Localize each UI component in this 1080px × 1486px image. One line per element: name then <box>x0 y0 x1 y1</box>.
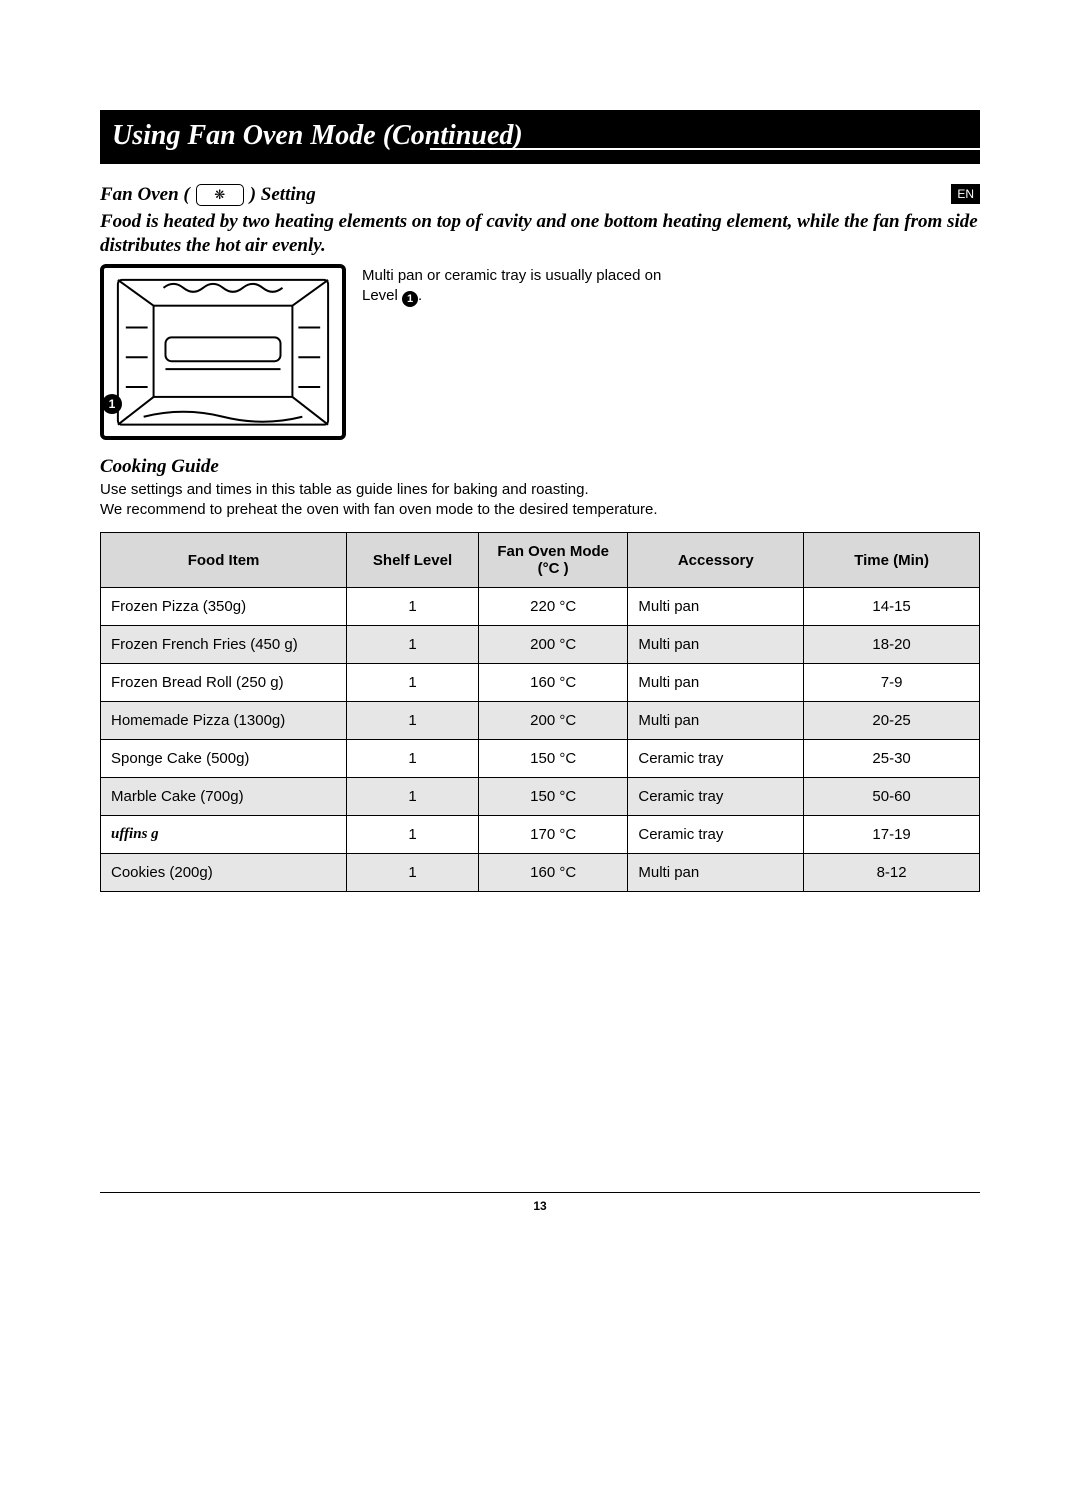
level-inline-icon: 1 <box>402 291 418 307</box>
cell-mode: 160 °C <box>478 854 627 892</box>
table-row: Cookies (200g)1160 °CMulti pan8-12 <box>101 854 980 892</box>
setting-description: Food is heated by two heating elements o… <box>100 210 980 258</box>
cell-time: 50-60 <box>804 778 980 816</box>
setting-title: Fan Oven ( ❋ ) Setting <box>100 184 316 206</box>
cell-food: Sponge Cake (500g) <box>101 740 347 778</box>
cell-food: Cookies (200g) <box>101 854 347 892</box>
cell-time: 8-12 <box>804 854 980 892</box>
table-row: uffins g1170 °CCeramic tray17-19 <box>101 816 980 854</box>
setting-row: Fan Oven ( ❋ ) Setting EN <box>100 184 980 206</box>
language-badge: EN <box>951 184 980 204</box>
setting-suffix: ) Setting <box>250 184 316 206</box>
cell-mode: 170 °C <box>478 816 627 854</box>
cell-food: uffins g <box>101 816 347 854</box>
cell-food: Homemade Pizza (1300g) <box>101 702 347 740</box>
cell-time: 20-25 <box>804 702 980 740</box>
fan-oven-icon: ❋ <box>196 184 244 206</box>
cell-food: Frozen French Fries (450 g) <box>101 626 347 664</box>
cell-food: Frozen Pizza (350g) <box>101 588 347 626</box>
cell-acc: Ceramic tray <box>628 740 804 778</box>
cell-mode: 150 °C <box>478 740 627 778</box>
figure-caption-line2-prefix: Level <box>362 287 402 304</box>
cooking-table: Food Item Shelf Level Fan Oven Mode (°C … <box>100 532 980 892</box>
guide-intro-line1: Use settings and times in this table as … <box>100 481 589 498</box>
cell-time: 18-20 <box>804 626 980 664</box>
cell-mode: 150 °C <box>478 778 627 816</box>
table-row: Frozen French Fries (450 g)1200 °CMulti … <box>101 626 980 664</box>
cell-acc: Multi pan <box>628 626 804 664</box>
guide-intro-line2: We recommend to preheat the oven with fa… <box>100 501 658 518</box>
cell-time: 14-15 <box>804 588 980 626</box>
guide-intro: Use settings and times in this table as … <box>100 480 980 521</box>
th-shelf-level: Shelf Level <box>347 533 479 588</box>
cell-shelf: 1 <box>347 626 479 664</box>
cell-acc: Multi pan <box>628 588 804 626</box>
table-header-row: Food Item Shelf Level Fan Oven Mode (°C … <box>101 533 980 588</box>
table-row: Frozen Bread Roll (250 g)1160 °CMulti pa… <box>101 664 980 702</box>
cell-food: Marble Cake (700g) <box>101 778 347 816</box>
table-head: Food Item Shelf Level Fan Oven Mode (°C … <box>101 533 980 588</box>
cell-time: 17-19 <box>804 816 980 854</box>
figure-caption-line1: Multi pan or ceramic tray is usually pla… <box>362 267 661 284</box>
banner-title-text: Using Fan Oven Mode (Continued) <box>112 120 523 151</box>
banner-title: Using Fan Oven Mode (Continued) <box>100 110 980 166</box>
table-row: Homemade Pizza (1300g)1200 °CMulti pan20… <box>101 702 980 740</box>
cell-shelf: 1 <box>347 778 479 816</box>
cell-acc: Multi pan <box>628 854 804 892</box>
cell-acc: Ceramic tray <box>628 816 804 854</box>
cell-acc: Multi pan <box>628 664 804 702</box>
page-number: 13 <box>533 1199 546 1213</box>
cell-time: 25-30 <box>804 740 980 778</box>
setting-prefix: Fan Oven ( <box>100 184 190 206</box>
cell-mode: 200 °C <box>478 626 627 664</box>
cell-shelf: 1 <box>347 816 479 854</box>
th-time: Time (Min) <box>804 533 980 588</box>
table-row: Sponge Cake (500g)1150 °CCeramic tray25-… <box>101 740 980 778</box>
oven-illustration: 1 <box>100 264 346 440</box>
cooking-guide-heading: Cooking Guide <box>100 456 980 478</box>
cell-acc: Multi pan <box>628 702 804 740</box>
level-badge-icon: 1 <box>102 394 122 414</box>
cell-time: 7-9 <box>804 664 980 702</box>
cell-shelf: 1 <box>347 664 479 702</box>
page: Using Fan Oven Mode (Continued) Fan Oven… <box>0 0 1080 1486</box>
cell-shelf: 1 <box>347 702 479 740</box>
table-body: Frozen Pizza (350g)1220 °CMulti pan14-15… <box>101 588 980 892</box>
cell-acc: Ceramic tray <box>628 778 804 816</box>
fan-icon-glyph: ❋ <box>214 187 225 203</box>
th-accessory: Accessory <box>628 533 804 588</box>
figure-caption-line2-suffix: . <box>418 287 422 304</box>
cell-mode: 220 °C <box>478 588 627 626</box>
page-footer: 13 <box>100 1192 980 1213</box>
figure-caption: Multi pan or ceramic tray is usually pla… <box>362 264 661 440</box>
oven-svg <box>104 268 342 437</box>
cell-food: Frozen Bread Roll (250 g) <box>101 664 347 702</box>
figure-row: 1 Multi pan or ceramic tray is usually p… <box>100 264 980 440</box>
table-row: Frozen Pizza (350g)1220 °CMulti pan14-15 <box>101 588 980 626</box>
cell-shelf: 1 <box>347 588 479 626</box>
cell-mode: 160 °C <box>478 664 627 702</box>
th-fan-oven-mode: Fan Oven Mode (°C ) <box>478 533 627 588</box>
th-food-item: Food Item <box>101 533 347 588</box>
cell-shelf: 1 <box>347 854 479 892</box>
cell-mode: 200 °C <box>478 702 627 740</box>
cell-shelf: 1 <box>347 740 479 778</box>
table-row: Marble Cake (700g)1150 °CCeramic tray50-… <box>101 778 980 816</box>
